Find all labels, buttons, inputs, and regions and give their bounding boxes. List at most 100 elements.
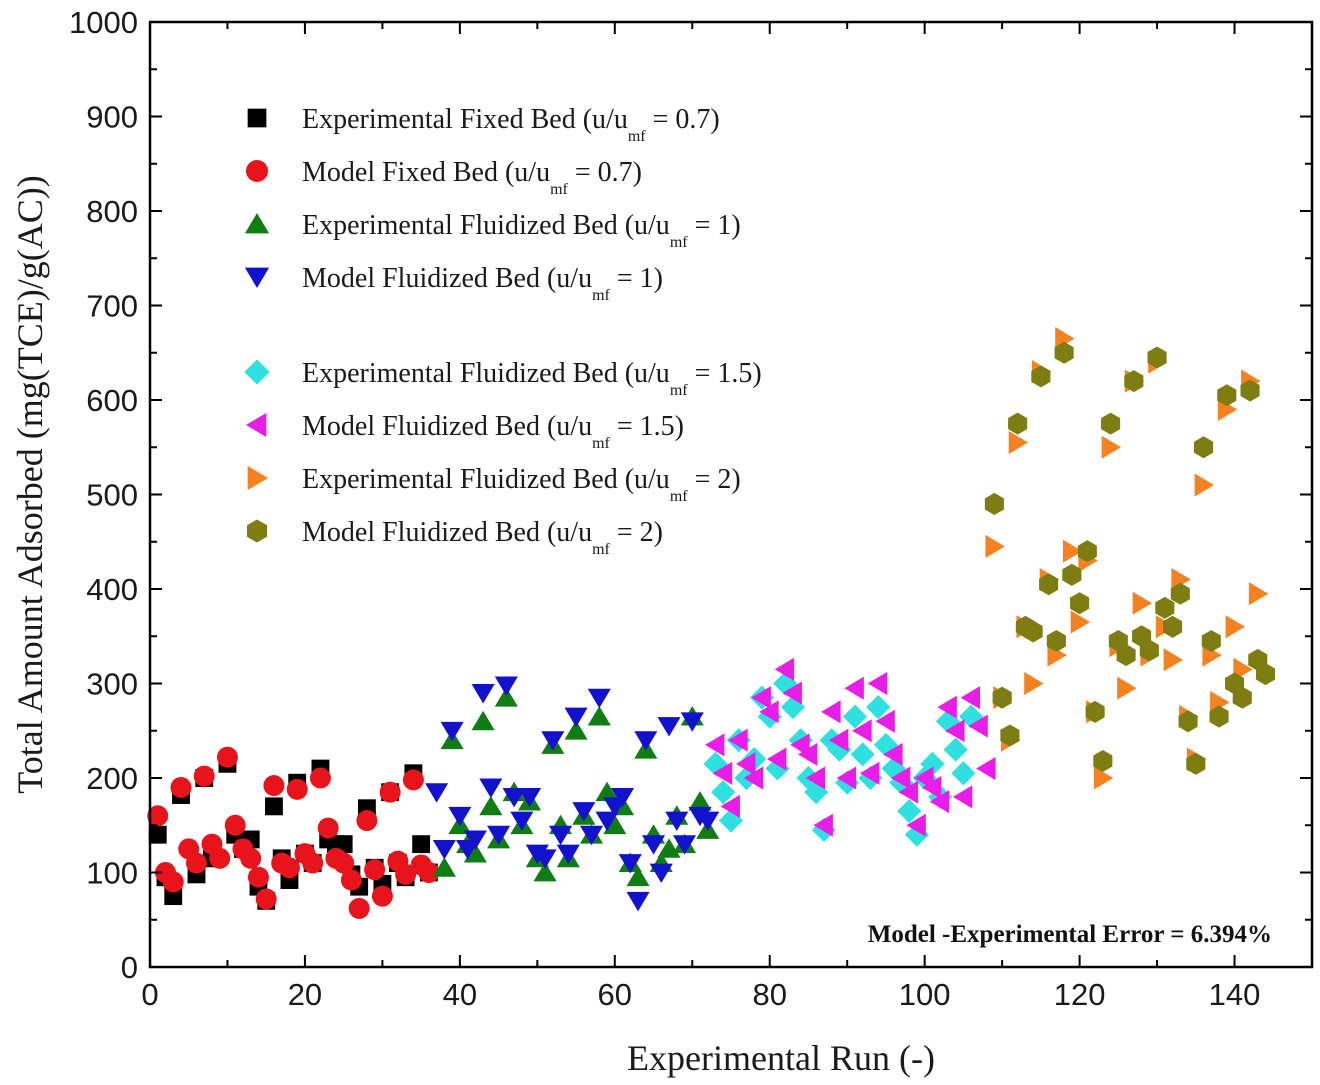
data-point <box>751 686 771 710</box>
data-point <box>1225 615 1246 639</box>
data-point <box>735 752 756 776</box>
data-point <box>906 813 926 837</box>
data-point <box>728 728 748 752</box>
data-point <box>937 695 957 719</box>
data-point <box>929 790 950 814</box>
legend-label: Experimental Fixed Bed (u/umf = 0.7) <box>302 104 720 145</box>
data-point <box>1117 676 1137 700</box>
data-point <box>703 751 728 776</box>
data-point <box>255 888 277 910</box>
tick-labels: 0 20 40 60 80 100 120 140 0 100 200 300 400 500 600 700… <box>69 5 1260 1012</box>
data-point <box>170 776 192 798</box>
data-point <box>960 686 981 710</box>
data-point <box>549 825 573 846</box>
data-point <box>805 766 826 790</box>
data-point <box>1163 615 1183 638</box>
data-point <box>766 747 787 771</box>
data-point <box>148 825 167 844</box>
data-point <box>935 709 960 734</box>
data-point <box>240 847 262 869</box>
data-point <box>1023 620 1043 643</box>
data-point <box>898 780 919 804</box>
data-point <box>440 721 464 742</box>
data-point <box>890 766 911 790</box>
data-point <box>626 866 650 887</box>
data-point <box>1248 582 1269 606</box>
data-point <box>720 794 740 818</box>
data-point <box>1232 686 1252 709</box>
data-point <box>356 810 378 832</box>
y-tick-label: 500 <box>86 478 138 513</box>
data-point <box>881 756 906 781</box>
data-point <box>634 731 658 751</box>
data-point <box>943 737 968 762</box>
data-point <box>836 766 857 790</box>
x-tick-label: 100 <box>899 977 951 1012</box>
data-point <box>1147 346 1167 369</box>
data-point <box>743 766 764 790</box>
data-point <box>657 717 681 737</box>
data-point <box>959 704 984 729</box>
data-point <box>564 720 588 740</box>
data-point <box>797 742 818 766</box>
legend-item: Experimental Fluidized Bed (u/umf = 1) <box>244 210 741 251</box>
y-tick-label: 200 <box>86 761 138 796</box>
data-point <box>216 746 238 768</box>
data-point <box>1093 766 1114 790</box>
legend-item: Experimental Fixed Bed (u/umf = 0.7) <box>247 104 720 145</box>
data-point <box>395 863 417 885</box>
x-tick-label: 140 <box>1209 977 1261 1012</box>
data-point <box>1085 700 1105 723</box>
data-point <box>595 781 619 802</box>
data-point <box>711 780 736 805</box>
data-point <box>951 761 976 786</box>
data-point <box>1077 540 1097 563</box>
data-point <box>828 728 849 752</box>
x-tick-label: 120 <box>1054 977 1106 1012</box>
data-point <box>302 852 324 874</box>
data-point <box>1178 710 1198 733</box>
data-point <box>494 676 518 696</box>
data-point <box>147 805 169 827</box>
data-point <box>641 835 666 855</box>
data-point <box>247 866 269 888</box>
data-point <box>921 775 942 799</box>
legend-label: Experimental Fluidized Bed (u/umf = 2) <box>302 464 741 505</box>
data-point <box>340 869 362 891</box>
data-point <box>402 769 424 791</box>
data-point <box>859 761 880 785</box>
data-point <box>1046 629 1066 652</box>
data-point <box>804 780 829 805</box>
y-tick-label: 1000 <box>69 5 138 40</box>
legend-marker <box>244 213 270 234</box>
data-point <box>1062 539 1083 563</box>
data-point <box>1155 596 1175 619</box>
data-point <box>432 857 456 877</box>
legend-marker <box>247 519 267 543</box>
x-tick-label: 80 <box>752 977 786 1012</box>
data-point <box>985 534 1005 559</box>
data-point <box>976 757 996 781</box>
data-point <box>1101 412 1121 435</box>
data-point <box>813 813 833 837</box>
data-point <box>665 811 689 832</box>
data-point <box>842 704 868 729</box>
data-point <box>712 761 733 785</box>
data-point <box>1070 610 1091 634</box>
data-point <box>875 709 895 733</box>
legend-label: Model Fixed Bed (u/umf = 0.7) <box>302 157 642 198</box>
y-tick-label: 900 <box>86 100 138 135</box>
data-point <box>1000 724 1020 747</box>
data-point <box>1186 752 1206 775</box>
data-point <box>541 731 565 751</box>
x-axis-title: Experimental Run (-) <box>627 1038 935 1078</box>
data-point <box>379 781 401 803</box>
data-point <box>463 843 487 863</box>
data-point <box>564 707 588 728</box>
data-point <box>479 778 503 798</box>
axis-ticks <box>149 21 1313 968</box>
data-point <box>479 795 503 816</box>
error-annotation: Model -Experimental Error = 6.394% <box>868 921 1272 948</box>
